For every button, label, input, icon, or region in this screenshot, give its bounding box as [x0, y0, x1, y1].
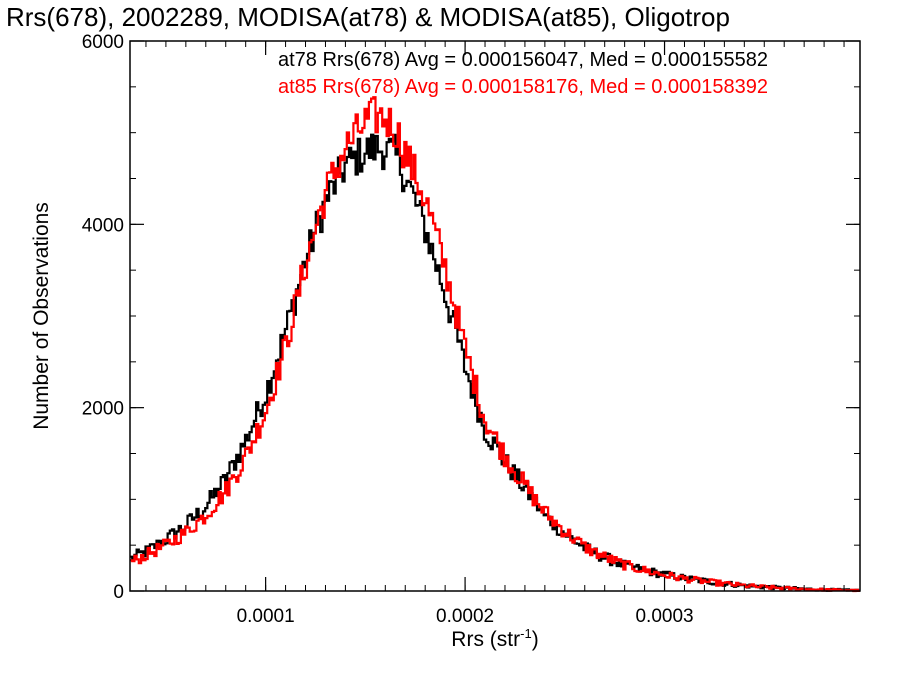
y-tick-label: 2000 — [82, 399, 124, 420]
y-tick-label: 4000 — [82, 215, 124, 236]
ticks-layer: 0.0001 0.0002 0.0003 0 2000 4000 6000 — [82, 32, 860, 627]
x-axis-label-close: ) — [532, 628, 539, 651]
series-layer — [130, 96, 860, 593]
chart-title: Rrs(678), 2002289, MODISA(at78) & MODISA… — [6, 2, 730, 32]
y-tick-label: 0 — [113, 582, 124, 603]
series-line-at85 — [130, 96, 860, 593]
x-axis-label-exponent: -1 — [520, 626, 532, 641]
y-tick-label: 6000 — [82, 32, 124, 53]
x-tick-label: 0.0003 — [635, 606, 693, 627]
x-axis-label-text: Rrs (str — [451, 628, 520, 651]
y-axis-label: Number of Observations — [30, 202, 53, 430]
x-tick-label: 0.0002 — [436, 606, 494, 627]
legend-entry-at78: at78 Rrs(678) Avg = 0.000156047, Med = 0… — [278, 49, 768, 71]
plot-frame — [129, 40, 861, 592]
x-axis-label: Rrs (str-1) — [451, 626, 538, 651]
series-line-at78 — [130, 133, 860, 592]
legend: at78 Rrs(678) Avg = 0.000156047, Med = 0… — [278, 49, 768, 98]
x-tick-label: 0.0001 — [237, 606, 295, 627]
legend-entry-at85: at85 Rrs(678) Avg = 0.000158176, Med = 0… — [278, 76, 768, 98]
